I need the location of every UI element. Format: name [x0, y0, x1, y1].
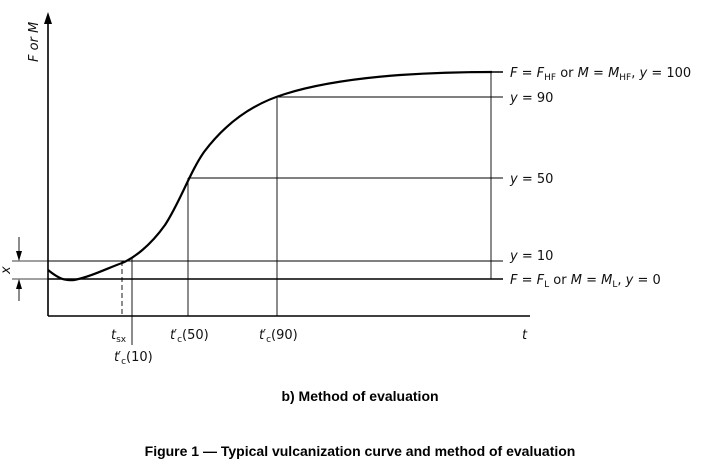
tc50-label: t′c(50) [170, 328, 209, 345]
y-axis-label: F or M [27, 22, 42, 62]
top-level-label: F = FHF or M = MHF, y = 100 [510, 66, 691, 83]
vulcanization-curve [47, 70, 493, 282]
tc90-label: t′c(90) [259, 328, 298, 345]
tc10-label: t′c(10) [114, 350, 153, 367]
x-axis-label: t [522, 328, 528, 343]
tsx-label: tsx [111, 328, 127, 345]
x-dim-arrowhead-top [16, 251, 22, 261]
figure-caption: Figure 1 — Typical vulcanization curve a… [144, 443, 576, 459]
y90-label: y = 90 [509, 91, 553, 106]
bottom-level-label: F = FL or M = ML, y = 0 [510, 273, 661, 290]
x-dim-arrowhead-bottom [16, 279, 22, 289]
y-axis-arrow [44, 12, 52, 24]
y50-label: y = 50 [509, 172, 553, 187]
y10-label: y = 10 [509, 249, 553, 264]
subfigure-caption: b) Method of evaluation [281, 388, 439, 404]
x-dimension-label: x [0, 266, 14, 275]
